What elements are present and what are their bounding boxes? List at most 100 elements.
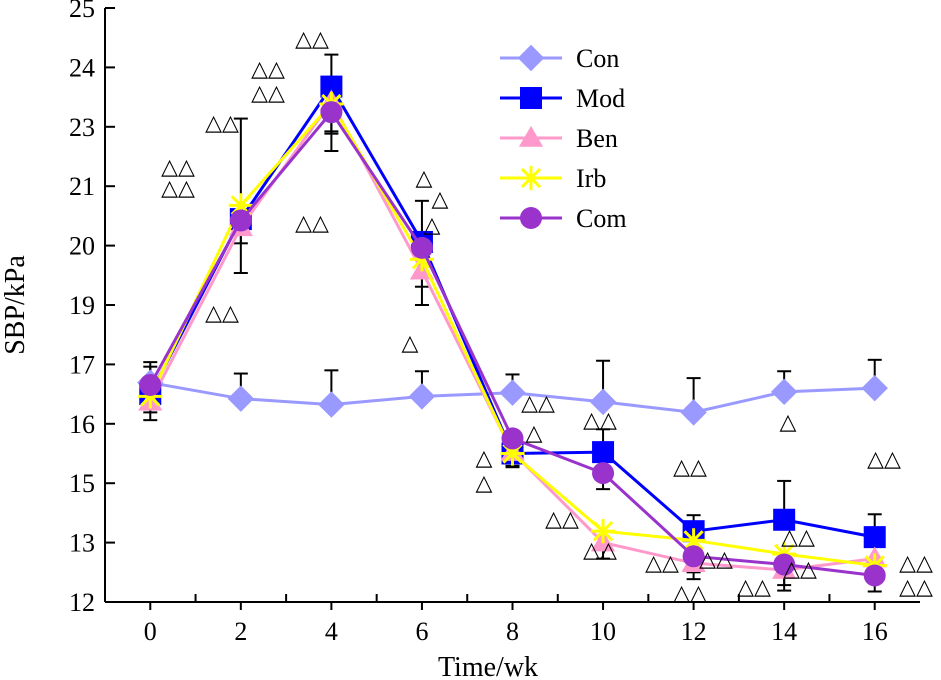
data-point-mod xyxy=(592,441,615,464)
data-point-con xyxy=(318,391,345,418)
data-point-irb xyxy=(409,247,435,272)
y-tick-label: 23 xyxy=(69,113,95,142)
x-tick-label: 10 xyxy=(590,617,616,646)
series-line-irb xyxy=(148,101,875,567)
x-tick-label: 8 xyxy=(506,617,519,646)
data-point-com xyxy=(501,427,524,450)
significance-marker: △△ xyxy=(673,580,707,605)
data-point-con xyxy=(499,379,526,406)
significance-marker: △ xyxy=(424,212,441,237)
significance-marker: △△ xyxy=(583,537,617,562)
y-axis-label: SBP/kPa xyxy=(0,255,31,355)
legend-label-com: Com xyxy=(576,204,627,233)
significance-marker: △ xyxy=(526,420,543,445)
legend-label-irb: Irb xyxy=(576,164,606,193)
significance-marker: △△ xyxy=(295,26,329,51)
significance-marker: △△ xyxy=(781,524,815,549)
significance-marker: △△ xyxy=(521,390,555,415)
significance-annotations: △△△△△△△△△△△△△△△△△△△△△△△△△△△△△△△△△△△△△△△△… xyxy=(161,26,933,605)
legend-item-mod: Mod xyxy=(500,84,625,113)
significance-marker: △△ xyxy=(545,506,579,531)
significance-marker: △ xyxy=(432,186,449,211)
y-tick-label: 25 xyxy=(69,0,95,23)
legend: Con Mod Ben Irb Com xyxy=(500,44,627,233)
significance-marker: △ xyxy=(476,470,493,495)
legend-item-ben: Ben xyxy=(500,124,618,153)
x-tick-label: 12 xyxy=(681,617,707,646)
data-point-com xyxy=(320,101,343,124)
significance-marker: △△ xyxy=(899,550,933,575)
series-line-com xyxy=(148,109,875,577)
data-point-con xyxy=(589,388,617,416)
legend-label-ben: Ben xyxy=(576,124,618,153)
series-ben xyxy=(138,89,887,579)
error-bars-irb xyxy=(143,103,882,583)
data-point-irb xyxy=(500,441,525,466)
series-line-ben xyxy=(148,98,875,572)
legend-marker-con xyxy=(517,44,545,72)
data-point-mod xyxy=(863,526,886,549)
data-point-con xyxy=(227,385,255,412)
data-point-irb xyxy=(681,528,706,553)
legend-item-con: Con xyxy=(500,44,619,73)
data-point-mod xyxy=(320,75,343,98)
x-tick-label: 6 xyxy=(415,617,428,646)
x-tick-label: 2 xyxy=(234,617,247,646)
x-axis-label: Time/wk xyxy=(438,652,538,680)
data-point-com xyxy=(229,209,252,232)
significance-marker: △ xyxy=(780,409,797,434)
y-tick-label: 12 xyxy=(69,588,95,617)
significance-marker: △△ xyxy=(251,80,285,105)
x-tick-label: 4 xyxy=(325,617,338,646)
significance-marker: △△ xyxy=(583,407,617,432)
significance-marker: △△ xyxy=(161,175,195,200)
significance-marker: △△ xyxy=(737,574,771,599)
significance-marker: △ xyxy=(416,165,433,190)
data-point-com xyxy=(773,553,796,576)
significance-marker: △△ xyxy=(161,154,195,179)
data-point-con xyxy=(680,399,707,426)
series-group xyxy=(137,53,888,593)
data-point-con xyxy=(408,383,436,410)
significance-marker: △△ xyxy=(899,574,933,599)
significance-marker: △△ xyxy=(205,300,239,325)
data-point-com xyxy=(139,373,162,396)
legend-marker-irb xyxy=(518,165,544,191)
legend-marker-com xyxy=(520,207,542,229)
y-tick-label: 15 xyxy=(69,469,95,498)
legend-marker-mod xyxy=(520,87,542,109)
series-mod xyxy=(139,75,886,549)
series-com xyxy=(139,101,886,587)
y-tick-label: 13 xyxy=(69,529,95,558)
data-point-irb xyxy=(228,193,253,218)
series-irb xyxy=(138,91,887,578)
legend-marker-ben xyxy=(518,125,544,147)
significance-marker: △△ xyxy=(673,454,707,479)
y-tick-label: 24 xyxy=(69,53,95,82)
data-point-com xyxy=(682,545,705,568)
x-tick-label: 0 xyxy=(144,617,157,646)
data-point-com xyxy=(410,236,433,259)
data-point-com xyxy=(863,564,886,587)
data-point-irb xyxy=(138,384,163,409)
x-tick-label: 14 xyxy=(771,617,797,646)
y-tick-label: 19 xyxy=(69,291,95,320)
significance-marker: △△ xyxy=(205,110,239,135)
legend-label-con: Con xyxy=(576,44,619,73)
x-tick-label: 16 xyxy=(862,617,888,646)
series-line-mod xyxy=(148,83,876,539)
data-point-mod xyxy=(773,508,796,531)
data-point-con xyxy=(770,378,798,406)
significance-marker: △△ xyxy=(867,446,901,471)
significance-marker: △ xyxy=(402,330,419,355)
significance-marker: △△ xyxy=(251,56,285,81)
legend-label-mod: Mod xyxy=(576,84,625,113)
error-bars-ben xyxy=(143,101,882,592)
significance-marker: △△ xyxy=(699,546,733,571)
y-tick-label: 16 xyxy=(69,410,95,439)
significance-marker: △ xyxy=(476,445,493,470)
error-bars-com xyxy=(143,112,882,593)
y-tick-label: 21 xyxy=(69,172,95,201)
